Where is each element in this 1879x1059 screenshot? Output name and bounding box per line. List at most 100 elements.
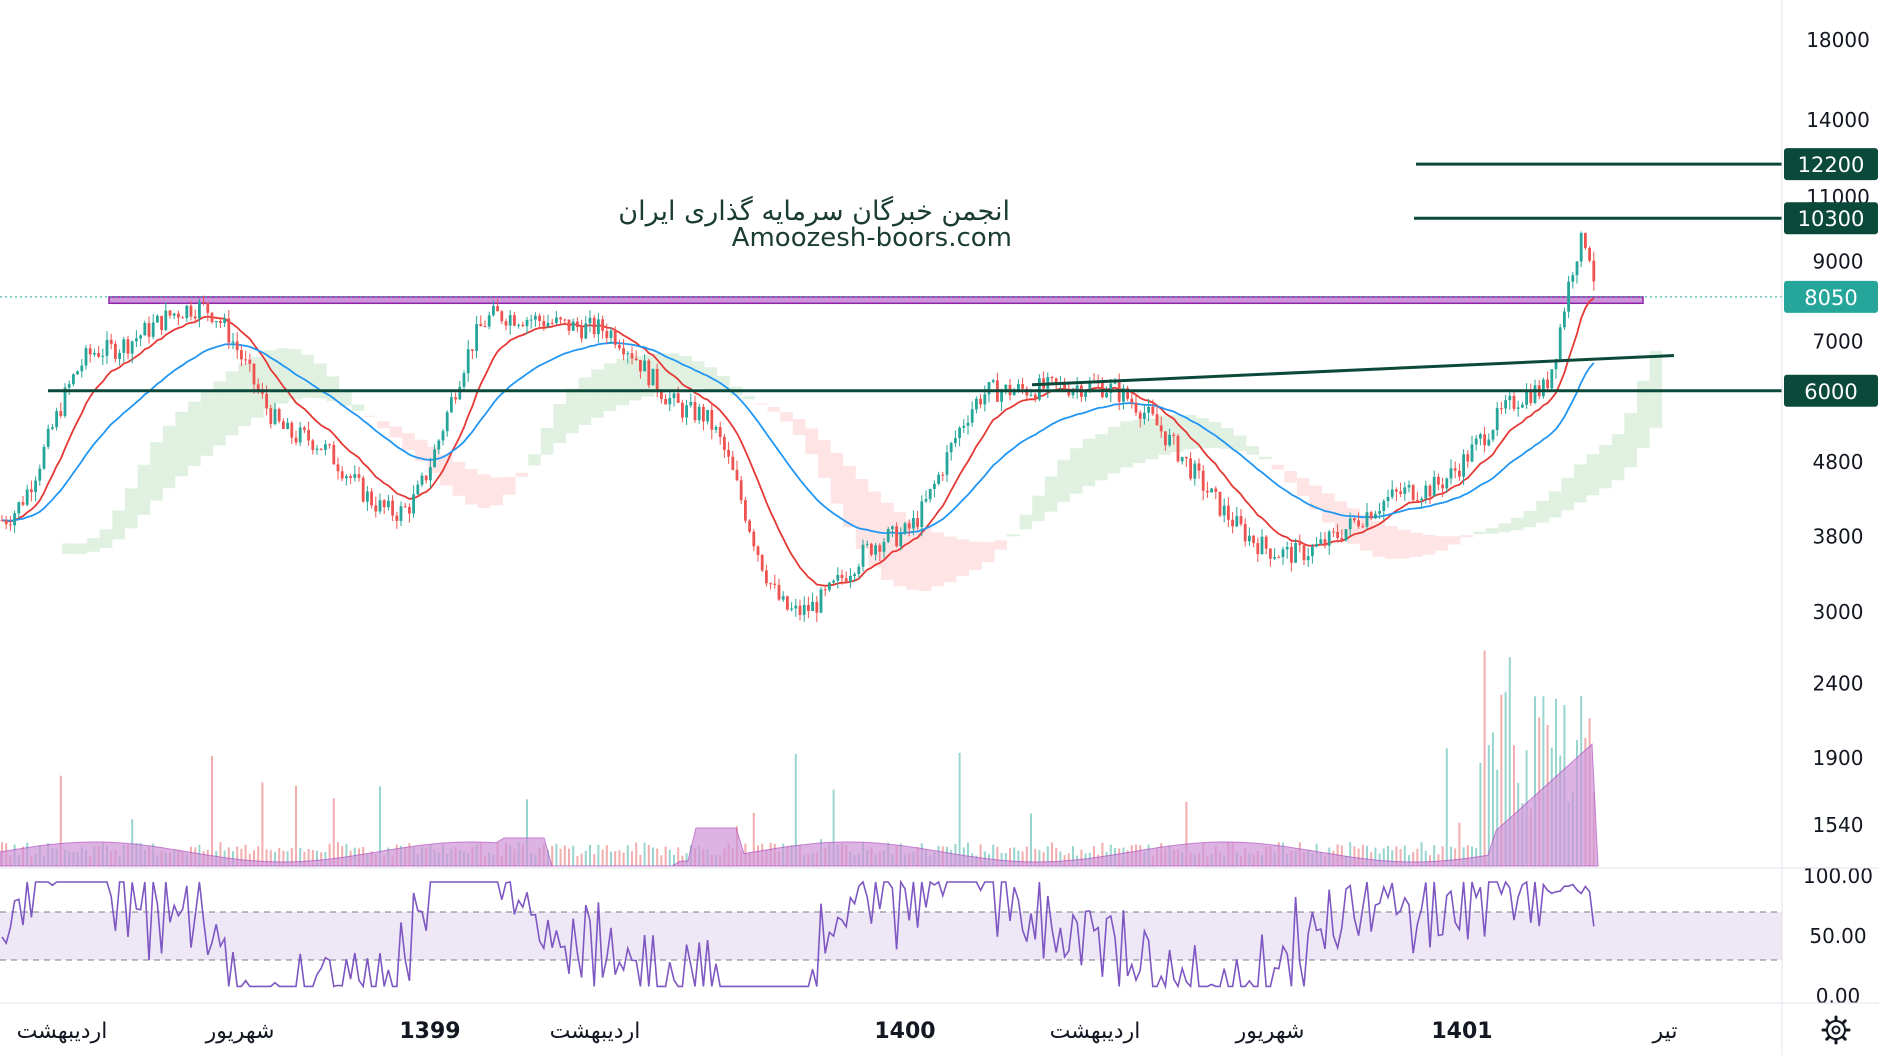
candle-body [88,348,92,355]
candle-body [151,322,155,337]
cloud-segment [1410,532,1423,557]
candle-body [1315,543,1318,547]
volume-bar [1034,848,1037,866]
candle-body [139,335,142,339]
volume-bar [580,853,583,866]
volume-bar [660,855,663,866]
volume-bar [597,844,600,866]
candle-body [277,409,281,422]
cloud-segment [465,468,478,505]
volume-bar [1479,762,1482,866]
candle-body [72,374,75,385]
candle-body [1206,490,1209,493]
cloud-segment [1032,495,1045,522]
candle-body [38,468,42,481]
candle-body [807,604,810,612]
candle-body [626,353,630,355]
price-tick-label: 18000 [1806,28,1870,52]
price-label-badge [1784,202,1878,235]
candle-body [303,427,306,430]
candle-body [361,477,365,502]
candle-body [370,491,373,506]
cloud-segment [276,348,289,404]
cloud-segment [1574,464,1587,503]
cloud-segment [440,454,453,486]
volume-bar [664,846,667,866]
cloud-segment [818,439,831,478]
volume-bar [1374,847,1377,866]
volume-bar [610,851,612,866]
candle-body [655,368,659,392]
candle-body [1201,470,1205,491]
candle-body [492,306,495,316]
price-tick-label: 3000 [1813,600,1864,624]
cloud-segment [62,543,75,554]
candle-body [933,483,936,489]
volume-bar [1080,849,1083,866]
candle-body [462,373,466,387]
candle-body [97,352,100,357]
ema-slow-line [1,341,1595,535]
candle-body [391,500,394,516]
candle-body [324,444,327,450]
cloud-segment [767,407,781,412]
price-tick-label: 2400 [1813,671,1864,695]
candle-body [1420,498,1423,501]
time-axis-label: شهریور [205,1019,275,1044]
volume-bar [601,849,604,866]
candle-body [265,393,268,409]
candle-body [979,398,982,405]
candle-body [34,480,37,493]
price-label-badge [1784,280,1878,313]
candle-body [412,494,415,514]
cloud-segment [389,426,403,438]
settings-gear-icon[interactable] [1821,1015,1851,1045]
volume-bar [1399,848,1402,866]
candle-body [975,398,978,410]
time-axis[interactable]: اردیبهشت شهریور 1399 اردیبهشت 1400 اردیبهشت شه… [17,1019,1678,1044]
cloud-segment [1624,413,1637,468]
volume-bar [1387,845,1389,866]
candle-body [584,323,588,339]
volume-bar [286,851,289,866]
candle-body [1369,512,1373,519]
volume-bar [614,851,617,866]
candle-body [1294,543,1297,563]
candle-body [290,422,294,438]
cloud-segment [515,472,529,477]
candle-body [1138,412,1142,420]
volume-bar [265,849,268,866]
volume-bar [576,855,579,866]
cloud-segment [490,477,503,506]
candle-body [4,520,8,525]
cloud-segment [1233,435,1247,451]
cloud-segment [339,390,352,406]
volume-bar [1483,650,1486,866]
cloud-segment [1485,528,1499,534]
price-label-badge [1784,148,1878,181]
candle-body [954,438,957,444]
candle-body [84,348,88,366]
candle-body [1323,539,1327,546]
volume-bar [311,849,314,866]
cloud-segment [830,452,844,504]
candle-body [836,574,840,581]
price-axis[interactable]: 1800014000110009000700060004800380030002… [1784,28,1878,837]
candle-body [1504,400,1507,409]
cloud-segment [213,381,226,446]
candle-body [777,584,781,600]
candle-body [1441,484,1444,489]
candle-body [25,489,29,505]
candle-body [1479,434,1482,439]
volume-bar [572,845,575,866]
candle-body [366,491,369,502]
candle-body [714,427,718,430]
candle-body [1453,468,1457,471]
candle-body [1348,518,1352,530]
candle-body [399,506,403,521]
candle-body [1134,402,1138,413]
candle-body [912,517,915,529]
candle-body [248,359,252,364]
candle-body [668,398,672,405]
